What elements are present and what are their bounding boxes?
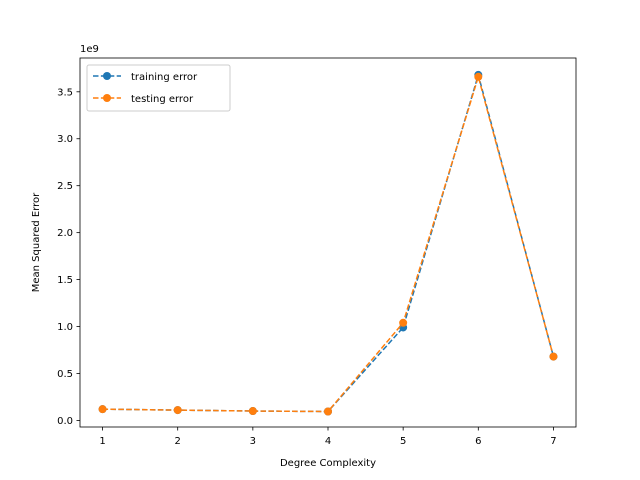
x-tick-label: 5	[400, 436, 406, 447]
data-point	[173, 406, 182, 415]
data-point	[248, 407, 257, 416]
x-tick-label: 3	[250, 436, 256, 447]
y-scale-label: 1e9	[80, 44, 99, 55]
x-tick-label: 1	[99, 436, 105, 447]
y-tick-label: 0.5	[57, 369, 73, 380]
x-tick-label: 4	[325, 436, 331, 447]
data-point	[474, 72, 483, 81]
y-tick-label: 2.5	[57, 181, 73, 192]
y-tick-label: 3.5	[57, 87, 73, 98]
data-point	[324, 407, 332, 416]
y-tick-label: 0.0	[57, 416, 73, 427]
data-point	[98, 405, 107, 414]
y-tick-label: 1.0	[57, 322, 73, 333]
y-axis-label: Mean Squared Error	[31, 192, 42, 292]
series-layer	[98, 70, 558, 416]
legend-marker-training	[103, 72, 111, 80]
x-tick-label: 6	[475, 436, 481, 447]
y-tick-label: 1.5	[57, 275, 73, 286]
y-tick-label: 3.0	[57, 134, 73, 145]
x-ticks: 1 2 3 4 5 6 7	[99, 427, 557, 447]
x-tick-label: 7	[550, 436, 556, 447]
legend-marker-testing	[103, 94, 111, 102]
legend-label-testing: testing error	[131, 94, 194, 105]
legend: training error testing error	[86, 64, 231, 112]
data-point	[399, 318, 408, 327]
data-point	[549, 352, 558, 361]
x-tick-label: 2	[175, 436, 181, 447]
y-tick-label: 2.0	[57, 228, 73, 239]
y-ticks: 0.0 0.5 1.0 1.5 2.0 2.5 3.0 3.5	[57, 87, 80, 427]
x-axis-label: Degree Complexity	[280, 458, 376, 469]
legend-box	[86, 64, 231, 112]
legend-label-training: training error	[131, 72, 198, 83]
